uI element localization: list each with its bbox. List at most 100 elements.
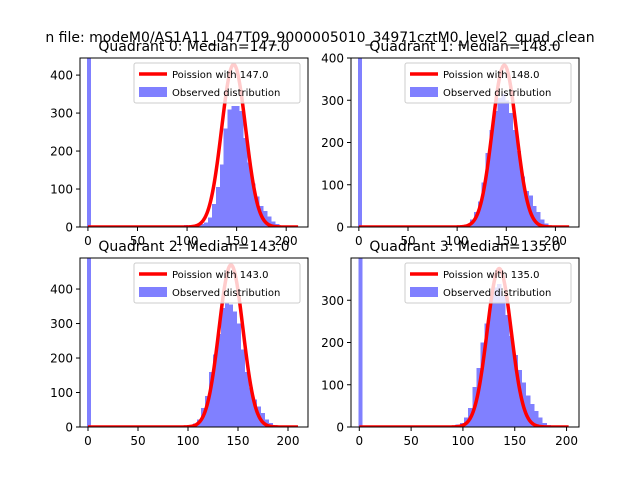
quadrant-1-hist-bar-4 bbox=[477, 201, 482, 227]
quadrant-1-hist-bar-19 bbox=[536, 212, 541, 227]
quadrant-0-legend-fit-label: Poission with 147.0 bbox=[172, 70, 268, 81]
quadrant-3-xtick-label-4: 200 bbox=[555, 434, 578, 448]
quadrant-1-legend-fit-label: Poission with 148.0 bbox=[443, 70, 539, 81]
quadrant-2-hist-bar-7 bbox=[213, 354, 217, 427]
quadrant-1-hist-bar-20 bbox=[540, 219, 545, 227]
quadrant-2-ytick-label-1: 100 bbox=[50, 386, 73, 400]
quadrant-0-hist-bar-5 bbox=[203, 222, 208, 227]
quadrant-0-fit-line bbox=[86, 62, 300, 227]
quadrant-2-xtick-label-4: 200 bbox=[277, 434, 300, 448]
quadrant-2-hist-bar-16 bbox=[249, 387, 253, 427]
quadrant-1-hist-bar-5 bbox=[481, 182, 486, 227]
quadrant-0-xtick-label-3: 150 bbox=[225, 234, 248, 248]
figure-suptitle: n file: modeM0/AS1A11_047T09_9000005010_… bbox=[45, 30, 594, 46]
quadrant-2-xtick-label-3: 150 bbox=[227, 434, 250, 448]
quadrant-3-hist-bar-10 bbox=[488, 300, 493, 427]
quadrant-2-hist-bar-9 bbox=[221, 308, 225, 427]
quadrant-3-legend-hist-label: Observed distribution bbox=[443, 288, 551, 299]
quadrant-0-hist-bar-6 bbox=[207, 217, 212, 227]
quadrant-1-hist-bar-10 bbox=[501, 93, 506, 227]
quadrant-3-legend-hist-swatch bbox=[410, 287, 438, 297]
quadrant-1-hist-bar-12 bbox=[509, 112, 514, 227]
quadrant-2-hist-bar-6 bbox=[209, 371, 213, 427]
quadrant-1-xtick-label-4: 200 bbox=[544, 234, 567, 248]
quadrant-2-hist-bar-8 bbox=[217, 333, 221, 427]
quadrant-3-legend-fit-label: Poission with 135.0 bbox=[443, 270, 539, 281]
quadrant-1-legend-box bbox=[404, 62, 572, 104]
quadrant-0-legend: Poission with 147.0 Observed distribution bbox=[133, 62, 301, 104]
quadrant-3-hist-bar-22 bbox=[538, 417, 543, 427]
quadrant-0-xtick-label-0: 0 bbox=[84, 234, 92, 248]
quadrant-0-hist-bar-9 bbox=[219, 164, 224, 227]
quadrant-3-hist-bar-9 bbox=[484, 323, 489, 427]
quadrant-0-hist-bar-4 bbox=[199, 223, 204, 227]
quadrant-1-hist-bar-14 bbox=[517, 150, 522, 227]
quadrant-2-legend-hist-label: Observed distribution bbox=[172, 288, 280, 299]
quadrant-3-title: Quadrant 3: Median=135.0 bbox=[369, 239, 560, 255]
quadrant-0-panel: 0 50 100 150 200 0 100 200 300 400 Quadrant 0: Med… bbox=[50, 39, 309, 248]
quadrant-0-ytick-label-2: 200 bbox=[50, 145, 73, 159]
quadrant-0-hist-bar-13 bbox=[235, 106, 240, 227]
quadrant-panels: 0 50 100 150 200 0 100 200 300 400 Quadrant 0: Med… bbox=[50, 39, 580, 448]
quadrant-2-hist-bar-10 bbox=[225, 302, 229, 427]
quadrant-0-hist-bar-0 bbox=[86, 58, 91, 227]
quadrant-3-ytick-label-3: 300 bbox=[321, 294, 344, 308]
quadrant-1-plot-area bbox=[357, 58, 571, 227]
quadrant-3-hist-bar-19 bbox=[526, 395, 531, 427]
quadrant-3-hist-bar-21 bbox=[534, 410, 539, 427]
quadrant-2-hist-bar-14 bbox=[241, 349, 245, 427]
quadrant-3-legend: Poission with 135.0 Observed distribution bbox=[404, 262, 572, 304]
quadrant-3-hist-bar-15 bbox=[509, 336, 514, 427]
quadrant-1-hist-bar-9 bbox=[497, 98, 502, 227]
quadrant-3-panel: 0 50 100 150 200 0 100 200 300 Quadrant 3: Median… bbox=[321, 239, 580, 448]
quadrant-2-legend-fit-label: Poission with 143.0 bbox=[172, 270, 268, 281]
quadrant-2-hist-bar-17 bbox=[253, 399, 257, 427]
quadrant-3-hist-bar-20 bbox=[530, 403, 535, 427]
quadrant-0-title: Quadrant 0: Median=147.0 bbox=[98, 39, 289, 55]
quadrant-1-xtick-label-1: 50 bbox=[400, 234, 415, 248]
quadrant-1-hist-bar-16 bbox=[524, 191, 529, 227]
quadrant-3-xtick-label-0: 0 bbox=[355, 434, 363, 448]
quadrant-1-hist-bar-13 bbox=[513, 129, 518, 227]
quadrant-1-hist-bar-18 bbox=[532, 205, 537, 227]
quadrant-2-ytick-label-2: 200 bbox=[50, 352, 73, 366]
quadrant-2-xtick-label-0: 0 bbox=[84, 434, 92, 448]
quadrant-3-hist-bar-23 bbox=[542, 422, 547, 427]
quadrant-1-legend-hist-label: Observed distribution bbox=[443, 88, 551, 99]
quadrant-0-ytick-label-3: 300 bbox=[50, 107, 73, 121]
quadrant-0-hist-bar-22 bbox=[271, 221, 276, 227]
quadrant-1-xtick-label-3: 150 bbox=[495, 234, 518, 248]
quadrant-0-hist-bar-14 bbox=[239, 111, 244, 227]
quadrant-1-hist-bar-0 bbox=[357, 58, 362, 227]
quadrant-3-hist-bar-0 bbox=[358, 258, 363, 427]
quadrant-2-hist-bar-13 bbox=[237, 323, 241, 427]
quadrant-3-ytick-label-0: 0 bbox=[336, 421, 344, 435]
quadrant-3-hist-bar-14 bbox=[505, 315, 510, 427]
quadrant-1-hist-bar-7 bbox=[489, 129, 494, 227]
quadrant-3-hist-bar-8 bbox=[480, 342, 485, 427]
quadrant-0-xtick-label-4: 200 bbox=[275, 234, 298, 248]
quadrant-0-ytick-label-4: 400 bbox=[50, 69, 73, 83]
quadrant-0-ytick-label-0: 0 bbox=[65, 221, 73, 235]
quadrant-0-ytick-label-1: 100 bbox=[50, 183, 73, 197]
quadrant-1-hist-bar-6 bbox=[485, 153, 490, 227]
quadrant-0-legend-box bbox=[133, 62, 301, 104]
quadrant-2-plot-area bbox=[86, 258, 300, 427]
quadrant-0-hist-bar-15 bbox=[243, 137, 248, 227]
quadrant-3-ytick-label-1: 100 bbox=[321, 378, 344, 392]
quadrant-0-xtick-label-1: 50 bbox=[130, 234, 145, 248]
quadrant-0-plot-area bbox=[86, 58, 300, 227]
quadrant-3-hist-bar-13 bbox=[501, 296, 506, 427]
quadrant-2-legend: Poission with 143.0 Observed distribution bbox=[133, 262, 301, 304]
quadrant-2-ytick-label-3: 300 bbox=[50, 317, 73, 331]
quadrant-2-fit-line bbox=[86, 263, 300, 427]
quadrant-1-ytick-label-0: 0 bbox=[336, 221, 344, 235]
quadrant-3-fit-line bbox=[358, 266, 570, 427]
quadrant-2-hist-bar-11 bbox=[229, 304, 233, 427]
quadrant-2-legend-hist-swatch bbox=[139, 287, 167, 297]
quadrant-0-hist-bar-7 bbox=[211, 204, 216, 227]
quadrant-0-hist-bar-12 bbox=[231, 106, 236, 227]
quadrant-0-hist-bar-17 bbox=[251, 183, 256, 227]
quadrant-1-title: Quadrant 1: Median=148.0 bbox=[369, 39, 560, 55]
